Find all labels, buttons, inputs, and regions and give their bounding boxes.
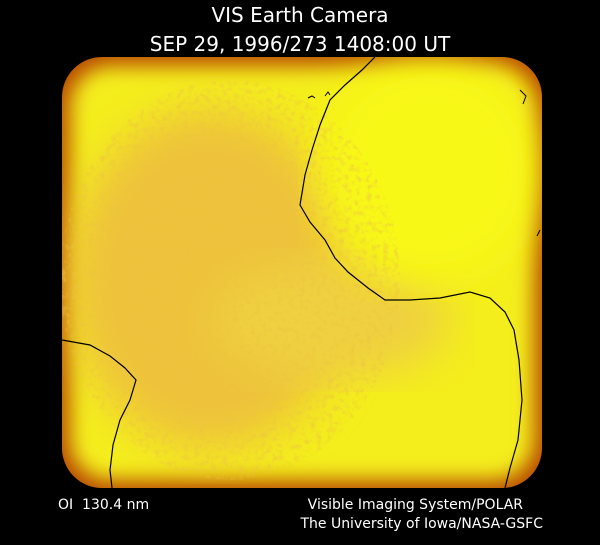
africa-coastline — [299, 57, 523, 488]
earth-image — [62, 57, 542, 488]
islands — [307, 89, 541, 237]
south-america-coastline — [62, 339, 137, 488]
instrument: Visible Imaging System/POLAR — [308, 497, 524, 513]
timestamp: SEP 29, 1996/273 1408:00 UT — [150, 32, 451, 56]
wavelength: OI 130.4 nm — [58, 497, 149, 513]
title: VIS Earth Camera — [211, 3, 388, 27]
credit: The University of Iowa/NASA-GSFC — [299, 516, 543, 532]
